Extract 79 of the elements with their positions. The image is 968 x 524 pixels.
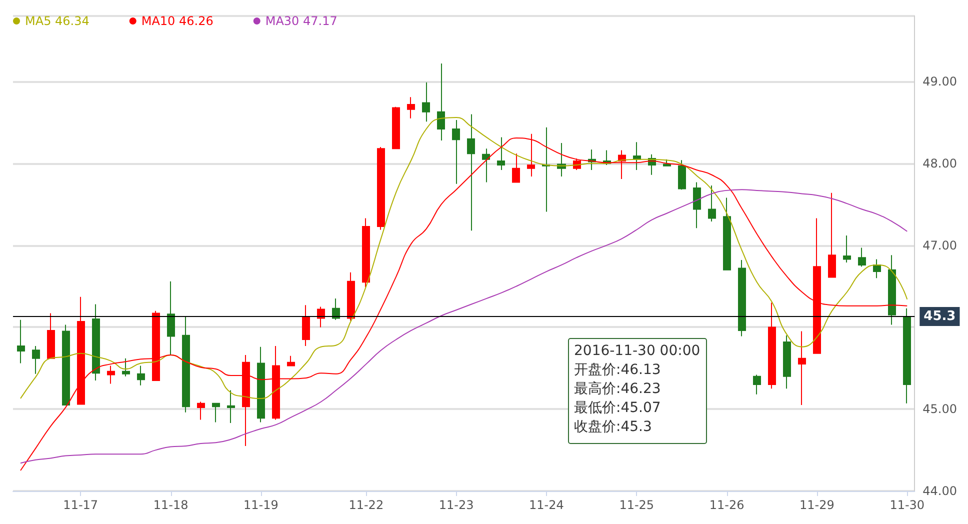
candlestick [497,136,505,170]
candlestick [32,346,40,374]
candlestick [738,260,746,337]
candlestick [167,280,175,356]
candlestick [287,355,295,366]
candlestick [437,63,445,141]
y-tick-label: 45.00 [922,402,958,416]
annotation: 最高价:46.23 [574,381,661,397]
line-series [20,189,908,464]
candlestick [317,306,325,328]
candlestick [92,304,100,381]
text: 45.3 [924,309,956,324]
candlestick [227,390,235,424]
y-tick-label: 47.00 [922,238,958,252]
candlestick [377,146,385,230]
candlestick [452,120,460,184]
candlestick [858,247,866,268]
candlestick [17,319,25,364]
x-tick-label: 11-29 [800,498,834,512]
line-series [20,117,908,399]
candlestick [332,298,340,320]
candlestick [708,185,716,222]
legend-label: MA5 46.34 [25,14,90,28]
candlestick [392,106,400,150]
candlestick [197,401,205,420]
candlestick [137,365,145,386]
candlestick [107,365,115,384]
candlestick [828,192,836,278]
annotation: 2016-11-30 00:00 [574,343,700,359]
candlestick [347,272,355,322]
x-tick-label: 11-24 [529,498,564,512]
x-tick-label: 11-26 [709,498,744,512]
candlestick [482,148,490,183]
candlestick [467,114,475,232]
candlestick [723,197,731,270]
line-series [20,138,908,472]
candlestick [903,308,911,404]
candlestick [873,258,881,279]
candlestick [122,358,130,377]
candlestick [47,312,55,359]
y-tick-label: 49.00 [922,74,958,89]
candlestick [422,82,430,122]
x-tick-label: 11-18 [153,498,188,512]
annotation: 收盘价:45.3 [574,419,652,435]
candlestick [512,153,520,183]
x-tick-label: 11-30 [890,498,925,512]
annotation: 开盘价:46.13 [574,362,661,378]
candlestick [678,160,686,190]
annotation: 最低价:45.07 [574,400,661,416]
legend-label: MA30 47.17 [265,14,338,28]
candlestick [152,310,160,381]
x-tick-label: 11-22 [348,498,384,512]
candlestick [257,346,265,423]
candlestick [813,218,821,354]
y-tick-label: 48.00 [922,156,958,170]
candlestick [843,234,851,264]
candlestick [182,316,190,413]
candlestick [272,346,280,420]
x-tick-label: 11-23 [438,498,474,512]
x-tick-label: 11-17 [63,498,98,512]
candlestick [77,296,85,405]
candlestick [62,324,70,406]
candlestick [693,182,701,229]
candlestick [798,330,806,406]
candlestick [633,142,641,170]
candlestick [783,334,791,390]
candlestick [888,254,896,326]
x-tick-label: 11-25 [619,498,654,512]
candlestick [407,96,415,119]
candlestick [212,402,220,423]
candlestick [768,302,776,390]
x-tick-label: 11-19 [244,498,278,512]
candlestick [242,354,250,446]
candlestick [753,374,761,395]
candlestick [302,304,310,347]
candlestick [362,218,370,288]
y-tick-label: 44.00 [922,484,958,498]
candlestick [542,126,550,212]
legend-label: MA10 46.26 [141,14,214,28]
